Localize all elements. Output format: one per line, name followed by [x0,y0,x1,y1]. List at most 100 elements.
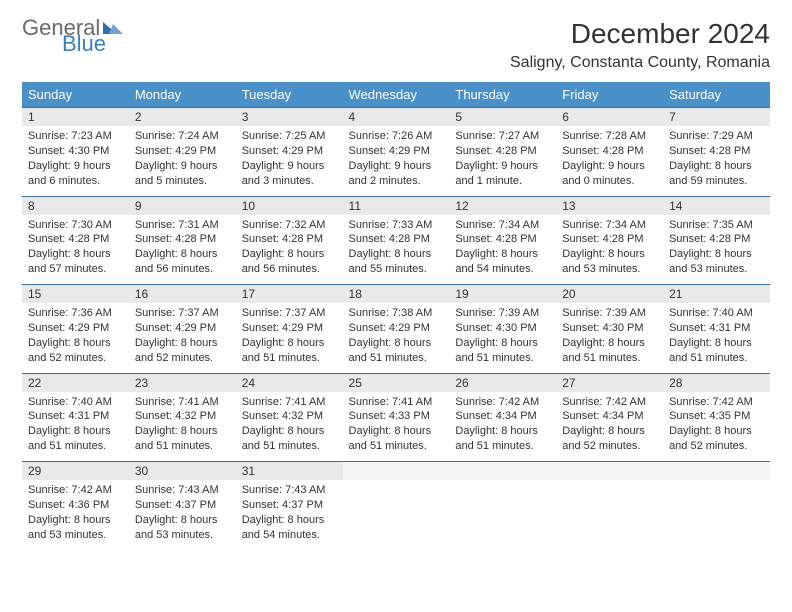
daylight-text: Daylight: 8 hours and 51 minutes. [242,336,337,366]
day-number-cell: 30 [129,462,236,481]
day-body-cell: Sunrise: 7:28 AMSunset: 4:28 PMDaylight:… [556,126,663,196]
day-number-cell: 1 [22,108,129,127]
daylight-text: Daylight: 8 hours and 53 minutes. [135,513,230,543]
sunset-text: Sunset: 4:28 PM [455,232,550,247]
weekday-header-row: Sunday Monday Tuesday Wednesday Thursday… [22,82,770,108]
weekday-header: Friday [556,82,663,108]
daylight-text: Daylight: 8 hours and 55 minutes. [349,247,444,277]
sunset-text: Sunset: 4:29 PM [242,321,337,336]
sunset-text: Sunset: 4:36 PM [28,498,123,513]
daylight-text: Daylight: 8 hours and 53 minutes. [562,247,657,277]
sunset-text: Sunset: 4:30 PM [562,321,657,336]
sunset-text: Sunset: 4:32 PM [135,409,230,424]
sunset-text: Sunset: 4:29 PM [135,144,230,159]
sunrise-text: Sunrise: 7:37 AM [135,306,230,321]
day-number-cell: 23 [129,373,236,392]
day-number-cell: 9 [129,196,236,215]
sunset-text: Sunset: 4:28 PM [562,232,657,247]
daylight-text: Daylight: 9 hours and 5 minutes. [135,159,230,189]
sunrise-text: Sunrise: 7:43 AM [135,483,230,498]
daylight-text: Daylight: 8 hours and 51 minutes. [28,424,123,454]
day-number-cell: 5 [449,108,556,127]
sunset-text: Sunset: 4:28 PM [455,144,550,159]
daylight-text: Daylight: 8 hours and 51 minutes. [135,424,230,454]
sunset-text: Sunset: 4:28 PM [669,232,764,247]
daylight-text: Daylight: 9 hours and 3 minutes. [242,159,337,189]
sunset-text: Sunset: 4:28 PM [135,232,230,247]
day-body-cell: Sunrise: 7:36 AMSunset: 4:29 PMDaylight:… [22,303,129,373]
sunset-text: Sunset: 4:37 PM [135,498,230,513]
day-number-cell: 22 [22,373,129,392]
day-body-cell: Sunrise: 7:42 AMSunset: 4:34 PMDaylight:… [449,392,556,462]
day-number-cell: 10 [236,196,343,215]
day-number-cell: 25 [343,373,450,392]
sunrise-text: Sunrise: 7:41 AM [135,395,230,410]
daylight-text: Daylight: 8 hours and 51 minutes. [349,424,444,454]
sunrise-text: Sunrise: 7:39 AM [562,306,657,321]
daylight-text: Daylight: 8 hours and 52 minutes. [562,424,657,454]
daylight-text: Daylight: 8 hours and 51 minutes. [242,424,337,454]
sunset-text: Sunset: 4:29 PM [349,144,444,159]
day-number-row: 293031 [22,462,770,481]
day-number-cell [343,462,450,481]
sunset-text: Sunset: 4:31 PM [28,409,123,424]
day-number-cell: 3 [236,108,343,127]
daylight-text: Daylight: 8 hours and 54 minutes. [242,513,337,543]
day-number-cell: 17 [236,285,343,304]
sunset-text: Sunset: 4:30 PM [28,144,123,159]
day-body-cell: Sunrise: 7:37 AMSunset: 4:29 PMDaylight:… [129,303,236,373]
day-body-cell: Sunrise: 7:39 AMSunset: 4:30 PMDaylight:… [556,303,663,373]
sunset-text: Sunset: 4:34 PM [455,409,550,424]
day-body-row: Sunrise: 7:23 AMSunset: 4:30 PM Daylight:… [22,126,770,196]
sunrise-text: Sunrise: 7:34 AM [562,218,657,233]
day-number-row: 22232425262728 [22,373,770,392]
sunrise-text: Sunrise: 7:42 AM [455,395,550,410]
day-body-cell: Sunrise: 7:30 AMSunset: 4:28 PMDaylight:… [22,215,129,285]
sunrise-text: Sunrise: 7:40 AM [28,395,123,410]
sunset-text: Sunset: 4:28 PM [349,232,444,247]
sunrise-text: Sunrise: 7:37 AM [242,306,337,321]
sunrise-text: Sunrise: 7:23 AM [28,129,123,144]
daylight-text: Daylight: 8 hours and 52 minutes. [669,424,764,454]
sunset-text: Sunset: 4:37 PM [242,498,337,513]
sunset-text: Sunset: 4:29 PM [349,321,444,336]
sunrise-text: Sunrise: 7:33 AM [349,218,444,233]
weekday-header: Tuesday [236,82,343,108]
weekday-header: Thursday [449,82,556,108]
day-body-cell: Sunrise: 7:34 AMSunset: 4:28 PMDaylight:… [449,215,556,285]
day-number-row: 15161718192021 [22,285,770,304]
day-body-cell: Sunrise: 7:34 AMSunset: 4:28 PMDaylight:… [556,215,663,285]
day-number-cell: 27 [556,373,663,392]
day-number-cell: 20 [556,285,663,304]
calendar-table: Sunday Monday Tuesday Wednesday Thursday… [22,82,770,550]
day-number-cell [556,462,663,481]
day-number-row: 891011121314 [22,196,770,215]
sunrise-text: Sunrise: 7:40 AM [669,306,764,321]
sunrise-text: Sunrise: 7:36 AM [28,306,123,321]
daylight-text: Daylight: 8 hours and 51 minutes. [455,336,550,366]
day-body-cell: Sunrise: 7:42 AMSunset: 4:34 PMDaylight:… [556,392,663,462]
day-number-cell: 14 [663,196,770,215]
day-number-cell: 7 [663,108,770,127]
sunset-text: Sunset: 4:28 PM [669,144,764,159]
day-body-cell: Sunrise: 7:41 AMSunset: 4:32 PMDaylight:… [236,392,343,462]
sunset-text: Sunset: 4:30 PM [455,321,550,336]
day-body-cell: Sunrise: 7:40 AMSunset: 4:31 PMDaylight:… [22,392,129,462]
daylight-text: Daylight: 9 hours and 2 minutes. [349,159,444,189]
day-body-row: Sunrise: 7:40 AMSunset: 4:31 PMDaylight:… [22,392,770,462]
sunset-text: Sunset: 4:28 PM [28,232,123,247]
day-body-cell: Sunrise: 7:26 AMSunset: 4:29 PMDaylight:… [343,126,450,196]
day-number-cell: 31 [236,462,343,481]
daylight-text: Daylight: 8 hours and 56 minutes. [135,247,230,277]
day-body-cell: Sunrise: 7:25 AMSunset: 4:29 PMDaylight:… [236,126,343,196]
day-body-cell: Sunrise: 7:42 AMSunset: 4:36 PMDaylight:… [22,480,129,550]
day-number-cell: 29 [22,462,129,481]
location-text: Saligny, Constanta County, Romania [510,54,770,72]
day-number-cell: 19 [449,285,556,304]
day-number-cell [663,462,770,481]
daylight-text: Daylight: 8 hours and 59 minutes. [669,159,764,189]
day-body-cell: Sunrise: 7:33 AMSunset: 4:28 PMDaylight:… [343,215,450,285]
day-number-cell: 6 [556,108,663,127]
day-body-cell: Sunrise: 7:43 AMSunset: 4:37 PMDaylight:… [236,480,343,550]
sunset-text: Sunset: 4:33 PM [349,409,444,424]
